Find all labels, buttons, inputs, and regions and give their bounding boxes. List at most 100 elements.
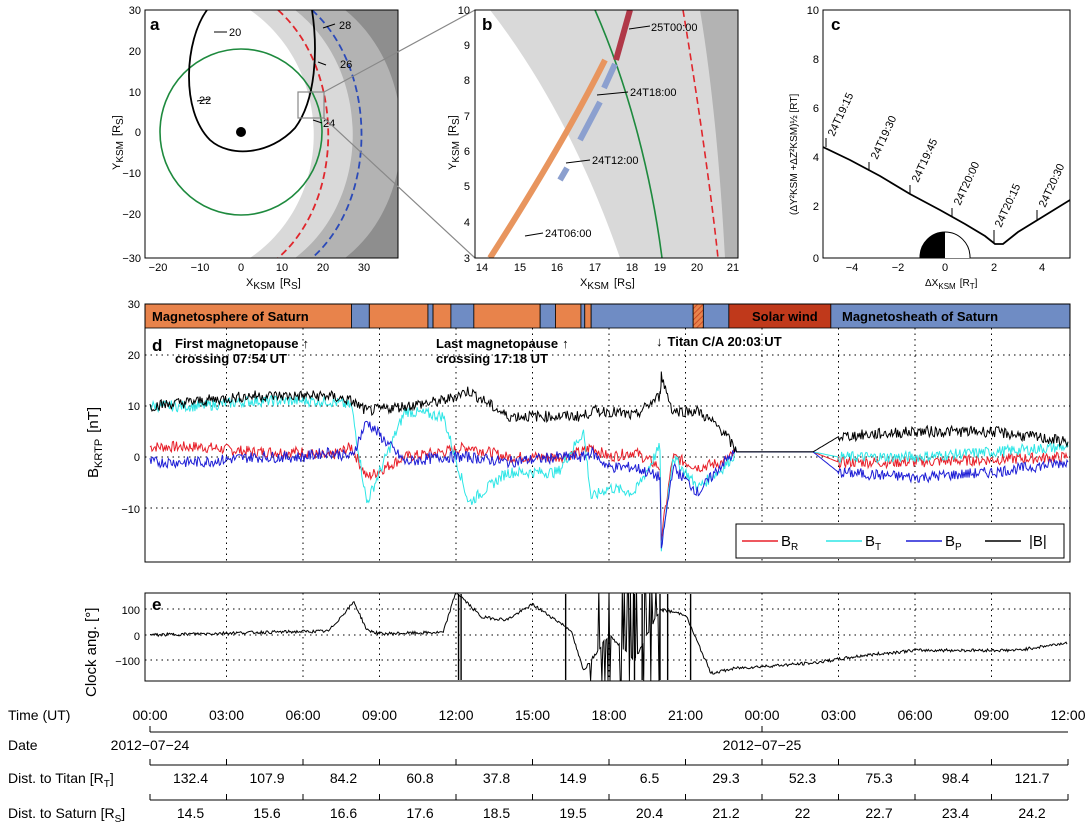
panel-a-xlabel: XKSM [RS] bbox=[246, 277, 301, 292]
panel-d-letter: d bbox=[152, 336, 162, 355]
ytick: 4 bbox=[813, 152, 819, 164]
ytick: 30 bbox=[128, 299, 140, 311]
time-tick: 09:00 bbox=[362, 707, 397, 723]
ytick: −10 bbox=[121, 504, 140, 516]
region-segment bbox=[692, 303, 704, 329]
last-crossing-line2: crossing 17:18 UT bbox=[436, 351, 548, 366]
panel-e-yticks: 100 0 −100 bbox=[115, 605, 140, 668]
region-segment bbox=[432, 303, 452, 329]
ytick: 10 bbox=[458, 5, 470, 17]
ytick: 9 bbox=[464, 40, 470, 52]
zoom-box bbox=[297, 91, 325, 119]
xtick: −4 bbox=[846, 262, 859, 274]
xtick: 20 bbox=[317, 262, 329, 274]
ytick: 20 bbox=[129, 46, 141, 58]
label-24T18: 24T18:00 bbox=[630, 87, 676, 99]
xtick: 20 bbox=[691, 262, 703, 274]
titan-night-side bbox=[920, 232, 945, 257]
saturn-values: 14.5 15.6 16.6 17.6 18.5 19.5 20.4 21.2 22 22.7 23… bbox=[177, 805, 1046, 821]
outer-sheath-region bbox=[290, 10, 398, 258]
first-crossing-line1: First magnetopause ↑ bbox=[175, 336, 309, 351]
last-crossing-line1: Last magnetopause ↑ bbox=[436, 336, 569, 351]
panel-b-xlabel: XKSM [RS] bbox=[580, 277, 635, 292]
label-24T06: 24T06:00 bbox=[545, 228, 591, 240]
ytick: 0 bbox=[135, 127, 141, 139]
label-25T00: 25T00:00 bbox=[651, 22, 697, 34]
bowshock-curve bbox=[311, 10, 363, 258]
saturn-distance: 15.6 bbox=[253, 805, 280, 821]
xtick: 4 bbox=[1039, 262, 1045, 274]
region-segment bbox=[144, 303, 352, 329]
region-segment bbox=[580, 303, 586, 329]
xtick: 21 bbox=[727, 262, 739, 274]
panel-d-ylabel: BKRTP[nT] bbox=[85, 407, 105, 478]
xtick: 17 bbox=[589, 262, 601, 274]
label-20: 20 bbox=[229, 27, 241, 39]
xtick: 16 bbox=[551, 262, 563, 274]
ytick: 6 bbox=[813, 103, 819, 115]
titan-distance: 121.7 bbox=[1014, 770, 1049, 786]
time-tick: 12:00 bbox=[438, 707, 473, 723]
time-tick: 15:00 bbox=[515, 707, 550, 723]
saturn-distance: 24.2 bbox=[1018, 805, 1045, 821]
ytick: 8 bbox=[464, 75, 470, 87]
region-segment bbox=[368, 303, 429, 329]
panel-b-letter: b bbox=[482, 15, 492, 34]
xtick: 30 bbox=[358, 262, 370, 274]
panel-a-letter: a bbox=[150, 15, 160, 34]
time-tick: 03:00 bbox=[821, 707, 856, 723]
region-label-magnetosphere: Magnetosphere of Saturn bbox=[152, 309, 309, 324]
panel-a-ylabel: YKSM[RS] bbox=[111, 115, 126, 170]
date-1: 2012−07−24 bbox=[111, 737, 190, 753]
label-22: 22 bbox=[199, 95, 211, 107]
label-28: 28 bbox=[339, 20, 351, 32]
panel-c-yticks: 10 8 6 4 2 0 bbox=[807, 5, 819, 265]
bowshock-region bbox=[340, 10, 398, 258]
saturn-distance: 21.2 bbox=[712, 805, 739, 821]
titan-approach-curve bbox=[823, 146, 1070, 245]
panel-d: Magnetosphere of Saturn Solar wind Magne… bbox=[85, 299, 1071, 563]
panel-d-yticks: 30 20 10 0 −10 bbox=[121, 299, 140, 516]
xtick: 2 bbox=[991, 262, 997, 274]
ytick: −30 bbox=[122, 253, 141, 265]
time-tick: 06:00 bbox=[285, 707, 320, 723]
xtick: 0 bbox=[238, 262, 244, 274]
titan-orbit bbox=[159, 48, 323, 216]
ytick: 10 bbox=[129, 87, 141, 99]
time-tick: 00:00 bbox=[132, 707, 167, 723]
panel-b-xticks: 14 15 16 17 18 19 20 21 bbox=[476, 262, 739, 274]
bfield-traces bbox=[149, 371, 1069, 552]
trace-babs bbox=[149, 371, 1069, 453]
ytick: −100 bbox=[115, 656, 140, 668]
ytick: 100 bbox=[122, 605, 140, 617]
titan-values: 132.4 107.9 84.2 60.8 37.8 14.9 6.5 29.3 52.3 75.… bbox=[173, 770, 1050, 786]
panel-e: e 100 0 −100 Clock ang. [°] bbox=[83, 592, 1071, 697]
region-segment bbox=[427, 303, 434, 329]
panel-c: 24T19:15 24T19:30 24T19:45 24T20:00 24T2… bbox=[789, 5, 1071, 291]
cassini-orbit bbox=[188, 10, 316, 153]
region-label-magnetosheath: Magnetosheath of Saturn bbox=[842, 309, 998, 324]
ytick: 7 bbox=[464, 111, 470, 123]
trajectory-orange bbox=[487, 58, 608, 258]
first-crossing-line2: crossing 07:54 UT bbox=[175, 351, 287, 366]
saturn-distance: 17.6 bbox=[406, 805, 433, 821]
titan-row-label: Dist. to Titan [RT] bbox=[8, 770, 114, 790]
outer-region-b bbox=[700, 10, 738, 258]
saturn-distance: 18.5 bbox=[483, 805, 510, 821]
panel-a: 20 22 24 26 28 a −20 −10 0 10 20 30 30 2… bbox=[111, 5, 399, 292]
xtick: 14 bbox=[476, 262, 488, 274]
titan-distance: 6.5 bbox=[640, 770, 660, 786]
magnetopause-curve-b bbox=[682, 10, 719, 258]
legend-label-br: BR bbox=[781, 533, 798, 553]
region-segment bbox=[590, 303, 694, 329]
zoom-connector-top bbox=[323, 9, 476, 93]
sheath-region-b bbox=[490, 10, 738, 258]
saturn-distance: 20.4 bbox=[636, 805, 663, 821]
ytick: 10 bbox=[128, 401, 140, 413]
saturn-distance: 23.4 bbox=[942, 805, 969, 821]
ytick: 6 bbox=[464, 146, 470, 158]
panel-e-ylabel: Clock ang. [°] bbox=[83, 608, 100, 697]
ytick: 10 bbox=[807, 5, 819, 17]
region-segment bbox=[728, 303, 832, 329]
